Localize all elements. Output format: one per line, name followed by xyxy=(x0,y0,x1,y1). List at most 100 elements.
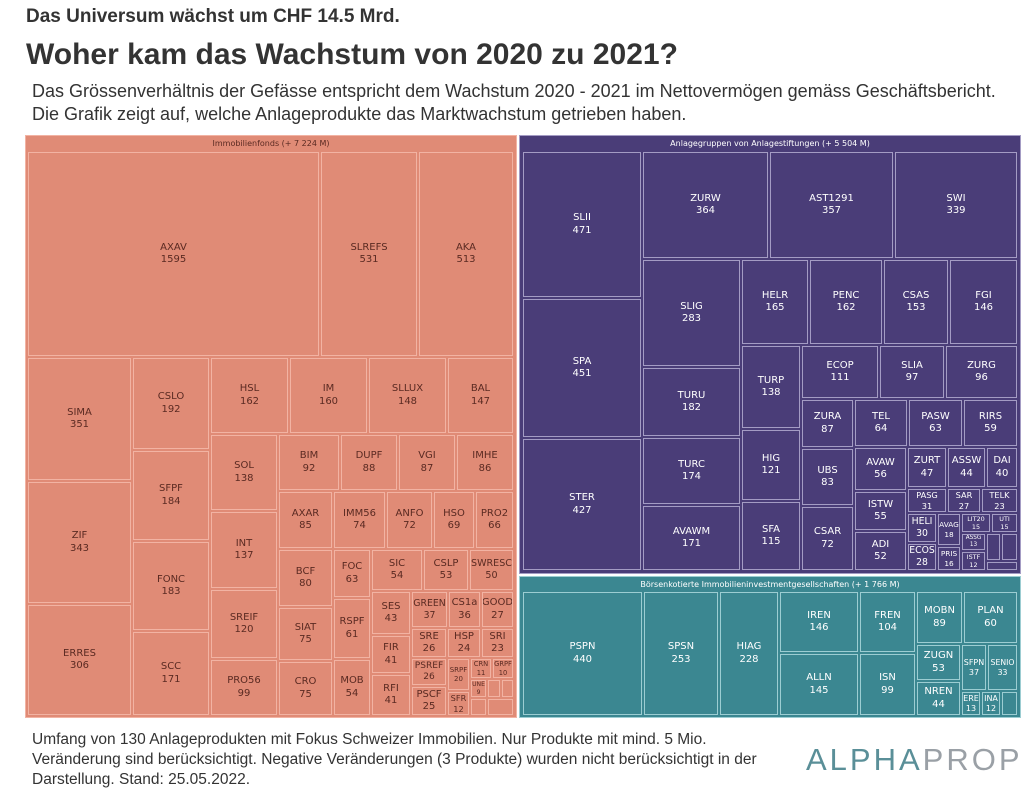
tile-label: IREN xyxy=(807,609,831,621)
tile-label: SWI xyxy=(946,192,966,204)
treemap-tile: ZURT 47 xyxy=(908,448,946,487)
tile-label: HELR xyxy=(761,289,789,301)
treemap-tile xyxy=(987,534,1000,560)
treemap-tile: AKA 513 xyxy=(419,152,513,356)
tile-value: 75 xyxy=(299,634,312,645)
tile-value: 451 xyxy=(572,368,592,379)
treemap-tile: MOB 54 xyxy=(334,660,370,715)
tile-label: SENIO xyxy=(990,657,1015,667)
treemap-tile: ASSW 44 xyxy=(948,448,985,487)
tile-value: 41 xyxy=(384,695,398,706)
tile-label: INT xyxy=(235,537,253,549)
tile-value: 74 xyxy=(353,520,366,531)
tile-label: ISTF xyxy=(966,552,981,561)
treemap-tile: GRPF 10 xyxy=(493,659,513,678)
treemap-tile: PRIS 16 xyxy=(938,547,960,570)
tile-label: DAI xyxy=(993,455,1011,466)
tile-value: 120 xyxy=(234,624,254,635)
treemap-tile: SES 43 xyxy=(372,592,410,634)
treemap-tile: DUPF 88 xyxy=(341,435,397,490)
treemap-tile: SOL 138 xyxy=(211,435,277,510)
tile-value: 64 xyxy=(874,423,888,434)
tile-label: HSP xyxy=(454,630,474,642)
treemap-tile: HIG 121 xyxy=(742,430,800,500)
tile-label: AKA xyxy=(455,241,477,253)
treemap-tile: UNE 9 xyxy=(471,680,486,697)
tile-value: 174 xyxy=(681,471,702,482)
tile-label: ECOS xyxy=(909,545,935,557)
tile-value: 20 xyxy=(454,674,463,683)
treemap-tile: FONC 183 xyxy=(133,542,209,630)
tile-value: 192 xyxy=(161,403,181,415)
tile-label: UTI xyxy=(999,514,1010,523)
tile-value: 104 xyxy=(877,622,898,633)
tile-value: 11 xyxy=(476,668,486,677)
tile-label: RFI xyxy=(383,682,399,694)
tile-label: PRO2 xyxy=(480,507,509,519)
tile-label: UNE xyxy=(472,680,485,688)
treemap-tile: ZIF 343 xyxy=(28,482,131,603)
tile-label: HIG xyxy=(761,452,781,464)
treemap-tile: NREN 44 xyxy=(917,682,960,715)
treemap-tile: ERRES 306 xyxy=(28,605,131,715)
tile-value: 53 xyxy=(932,662,945,674)
treemap-tile: UTI 15 xyxy=(992,514,1017,532)
treemap-tile: HSO 69 xyxy=(434,492,474,548)
tile-label: BIM xyxy=(299,450,319,461)
treemap-tile: SLII 471 xyxy=(523,152,641,297)
treemap-tile: IMM56 74 xyxy=(334,492,385,548)
treemap-tile xyxy=(1002,534,1017,560)
tile-label: DUPF xyxy=(355,450,383,461)
tile-label: GRPF xyxy=(494,660,512,669)
tile-value: 228 xyxy=(739,653,759,665)
tile-value: 153 xyxy=(906,302,926,313)
tile-label: ISN xyxy=(879,672,896,683)
treemap-tile: SLREFS 531 xyxy=(321,152,417,356)
tile-label: SES xyxy=(381,600,401,612)
tile-value: 25 xyxy=(422,701,436,712)
tile-value: 86 xyxy=(478,462,492,474)
tile-label: ASSW xyxy=(951,455,982,466)
tile-label: TELK xyxy=(989,490,1010,501)
tile-value: 427 xyxy=(572,504,592,516)
tile-value: 357 xyxy=(821,205,842,216)
tile-value: 55 xyxy=(874,511,887,522)
treemap-tile: CS1a 36 xyxy=(449,592,480,627)
tile-label: ANFO xyxy=(395,507,424,519)
tile-value: 27 xyxy=(491,609,504,621)
tile-value: 306 xyxy=(69,660,90,671)
treemap-tile: PSCF 25 xyxy=(412,687,446,715)
tile-label: SFPF xyxy=(159,483,183,494)
tile-label: RIRS xyxy=(978,410,1003,422)
treemap-tile: RIRS 59 xyxy=(964,400,1017,446)
treemap-tile: AVAG 18 xyxy=(938,514,960,545)
tile-label: SLLUX xyxy=(391,383,424,394)
treemap-tile: ISTW 55 xyxy=(855,492,906,530)
tile-value: 31 xyxy=(921,500,933,511)
tile-label: SRPF xyxy=(449,665,468,674)
treemap-tile: FGI 146 xyxy=(950,260,1017,344)
treemap-tile: ECOS 28 xyxy=(908,544,936,570)
alphaprop-logo: ALPHAPROP xyxy=(806,742,1023,778)
tile-label: IMHE xyxy=(472,450,498,461)
treemap-tile: PLAN 60 xyxy=(964,592,1017,643)
treemap-tile: CSAS 153 xyxy=(884,260,948,344)
tile-value: 12 xyxy=(985,703,997,713)
tile-value: 121 xyxy=(761,465,781,476)
tile-value: 138 xyxy=(234,472,254,484)
tile-label: SAR xyxy=(955,490,973,501)
tile-value: 148 xyxy=(397,395,418,407)
treemap-tile: ALLN 145 xyxy=(780,654,858,715)
treemap-tile: UBS 83 xyxy=(802,449,853,505)
tile-value: 99 xyxy=(237,687,251,699)
tile-label: CRN xyxy=(473,660,489,669)
treemap-tile: ZURA 87 xyxy=(802,400,853,447)
tile-value: 66 xyxy=(488,520,501,531)
tile-label: TEL xyxy=(872,410,890,422)
tile-label: ALLN xyxy=(806,672,832,683)
tile-value: 44 xyxy=(932,698,945,710)
tile-value: 87 xyxy=(420,462,434,474)
treemap-tile: SIAT 75 xyxy=(279,608,332,660)
tile-label: FOC xyxy=(341,561,363,572)
tile-value: 27 xyxy=(958,500,970,511)
